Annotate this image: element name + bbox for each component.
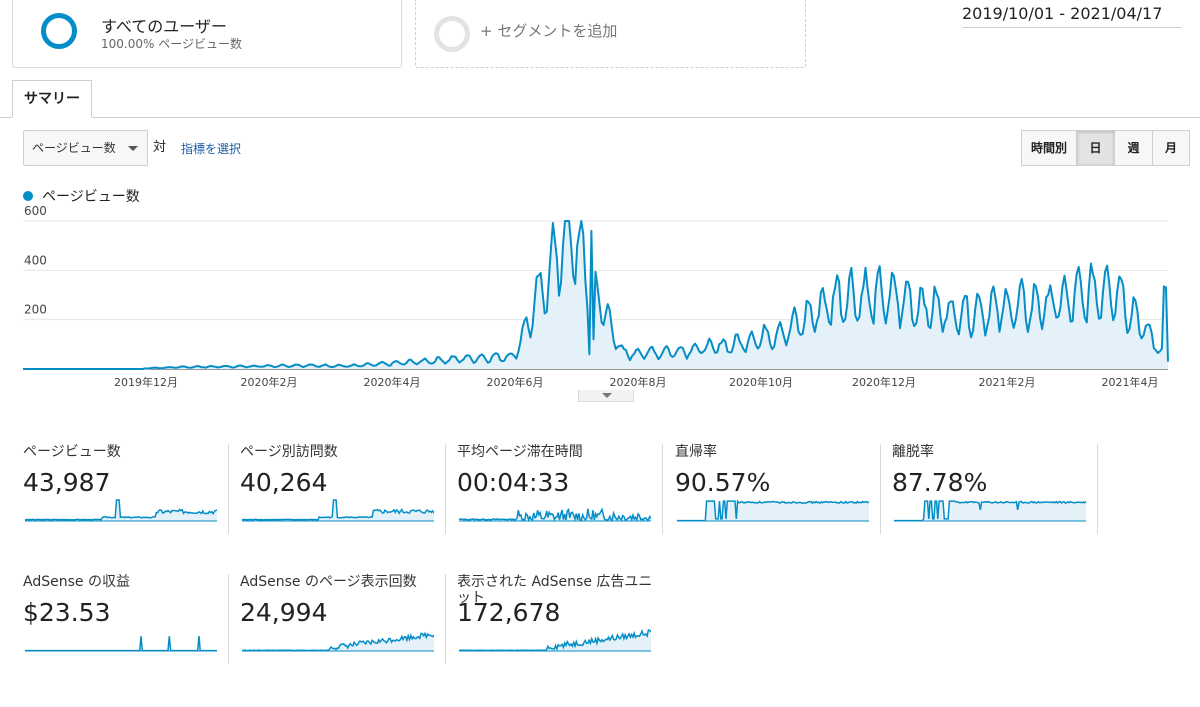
sparkline-area bbox=[242, 500, 434, 521]
scorecard-sparkline bbox=[242, 631, 434, 652]
scorecard-sparkline bbox=[894, 500, 1086, 522]
pageviews-chart: 600 400 200 2019年12月 2020年2月 2020年4月 2020年6月 20… bbox=[23, 205, 1169, 389]
scorecard-adsense-impressions: AdSense のページ表示回数 24,994 bbox=[240, 574, 440, 664]
scorecard-value: 172,678 bbox=[457, 598, 561, 627]
scorecard-sparkline bbox=[25, 499, 217, 522]
y-tick-label: 400 bbox=[24, 253, 47, 267]
pageviews-line bbox=[23, 220, 1169, 370]
x-tick-label: 2020年12月 bbox=[852, 375, 916, 389]
scorecard-sparkline bbox=[677, 499, 869, 522]
segment-card-all-users[interactable]: すべてのユーザー 100.00% ページビュー数 bbox=[12, 0, 402, 68]
sparkline-line bbox=[25, 499, 217, 521]
date-range-picker[interactable]: 2019/10/01 - 2021/04/17 bbox=[962, 4, 1182, 28]
period-week-button[interactable]: 週 bbox=[1114, 130, 1153, 166]
scorecard-divider bbox=[445, 444, 446, 534]
scorecard-value: 00:04:33 bbox=[457, 468, 570, 497]
sparkline-area bbox=[459, 630, 651, 651]
sparkline-line bbox=[242, 499, 434, 521]
period-month-button[interactable]: 月 bbox=[1152, 130, 1190, 166]
scorecard-label: 直帰率 bbox=[675, 444, 717, 460]
x-tick-label: 2020年6月 bbox=[487, 375, 544, 389]
scorecard-label: 離脱率 bbox=[892, 444, 934, 460]
period-day-button[interactable]: 日 bbox=[1076, 130, 1115, 166]
metric-select[interactable]: ページビュー数 bbox=[23, 130, 148, 166]
sparkline-area bbox=[459, 508, 651, 521]
segment-ring-icon bbox=[41, 13, 77, 49]
scorecard-divider bbox=[1097, 444, 1098, 534]
empty-segment-ring-icon bbox=[434, 16, 470, 52]
add-segment-label: + セグメントを追加 bbox=[480, 22, 618, 40]
x-tick-label: 2019年12月 bbox=[114, 375, 178, 389]
scorecard-sparkline bbox=[25, 636, 217, 652]
legend-color-dot bbox=[23, 191, 33, 201]
add-segment-card[interactable]: + セグメントを追加 bbox=[415, 0, 806, 68]
select-metric-link[interactable]: 指標を選択 bbox=[181, 142, 242, 156]
scorecard-value: 24,994 bbox=[240, 598, 328, 627]
scorecard-value: $23.53 bbox=[23, 598, 111, 627]
metric-select-value: ページビュー数 bbox=[32, 141, 116, 155]
scorecard-avg-time: 平均ページ滞在時間 00:04:33 bbox=[457, 444, 657, 534]
sparkline-line bbox=[677, 499, 869, 522]
x-tick-label: 2020年2月 bbox=[241, 375, 298, 389]
sparkline-line bbox=[25, 636, 217, 652]
scorecard-entrance-bounce: 直帰率 90.57% bbox=[675, 444, 875, 534]
vs-label: 対 bbox=[153, 140, 167, 155]
scorecard-value: 87.78% bbox=[892, 468, 988, 497]
scorecard-exit-rate: 離脱率 87.78% bbox=[892, 444, 1092, 534]
x-tick-label: 2021年2月 bbox=[979, 375, 1036, 389]
scorecard-label: 平均ページ滞在時間 bbox=[457, 444, 583, 460]
segment-title: すべてのユーザー bbox=[101, 17, 227, 36]
scorecard-value: 43,987 bbox=[23, 468, 111, 497]
collapse-caret-icon bbox=[602, 393, 612, 398]
sparkline-line bbox=[242, 631, 434, 652]
legend-series-name: ページビュー数 bbox=[42, 189, 140, 205]
sparkline-line bbox=[894, 500, 1086, 522]
scorecard-label: ページ別訪問数 bbox=[240, 444, 338, 460]
tab-summary[interactable]: サマリー bbox=[12, 80, 92, 118]
sparkline-area bbox=[894, 501, 1086, 521]
scorecard-adsense-units: 表示された AdSense 広告ユニット 172,678 bbox=[457, 574, 657, 664]
scorecard-value: 40,264 bbox=[240, 468, 328, 497]
period-hourly-button[interactable]: 時間別 bbox=[1021, 130, 1077, 166]
scorecard-divider bbox=[228, 574, 229, 664]
scorecard-sparkline bbox=[459, 507, 651, 523]
scorecard-pageviews: ページビュー数 43,987 bbox=[23, 444, 223, 534]
dropdown-caret-icon bbox=[128, 146, 138, 151]
chart-collapse-handle[interactable] bbox=[578, 390, 634, 402]
x-tick-label: 2020年4月 bbox=[364, 375, 421, 389]
scorecard-label: ページビュー数 bbox=[23, 444, 121, 460]
scorecard-divider bbox=[228, 444, 229, 534]
scorecard-sparkline bbox=[459, 629, 651, 652]
scorecard-divider bbox=[445, 574, 446, 664]
scorecard-value: 90.57% bbox=[675, 468, 771, 497]
scorecard-label: 表示された AdSense 広告ユニット bbox=[457, 574, 653, 606]
tab-divider bbox=[0, 117, 1200, 118]
sparkline-line bbox=[459, 629, 651, 652]
x-tick-label: 2020年10月 bbox=[729, 375, 793, 389]
y-tick-label: 600 bbox=[24, 205, 47, 218]
scorecard-label: AdSense の収益 bbox=[23, 574, 130, 590]
sparkline-area bbox=[242, 633, 434, 651]
sparkline-area bbox=[25, 636, 217, 651]
scorecard-divider bbox=[880, 444, 881, 534]
x-tick-label: 2021年4月 bbox=[1102, 375, 1159, 389]
y-tick-label: 200 bbox=[24, 303, 47, 317]
sparkline-line bbox=[459, 507, 651, 523]
scorecard-sparkline bbox=[242, 499, 434, 522]
scorecard-adsense-revenue: AdSense の収益 $23.53 bbox=[23, 574, 223, 664]
scorecard-label: AdSense のページ表示回数 bbox=[240, 574, 417, 590]
scorecard-divider bbox=[662, 444, 663, 534]
segment-subtitle: 100.00% ページビュー数 bbox=[101, 37, 242, 51]
sparkline-area bbox=[25, 500, 217, 521]
x-tick-label: 2020年8月 bbox=[610, 375, 667, 389]
scorecard-unique-pageviews: ページ別訪問数 40,264 bbox=[240, 444, 440, 534]
